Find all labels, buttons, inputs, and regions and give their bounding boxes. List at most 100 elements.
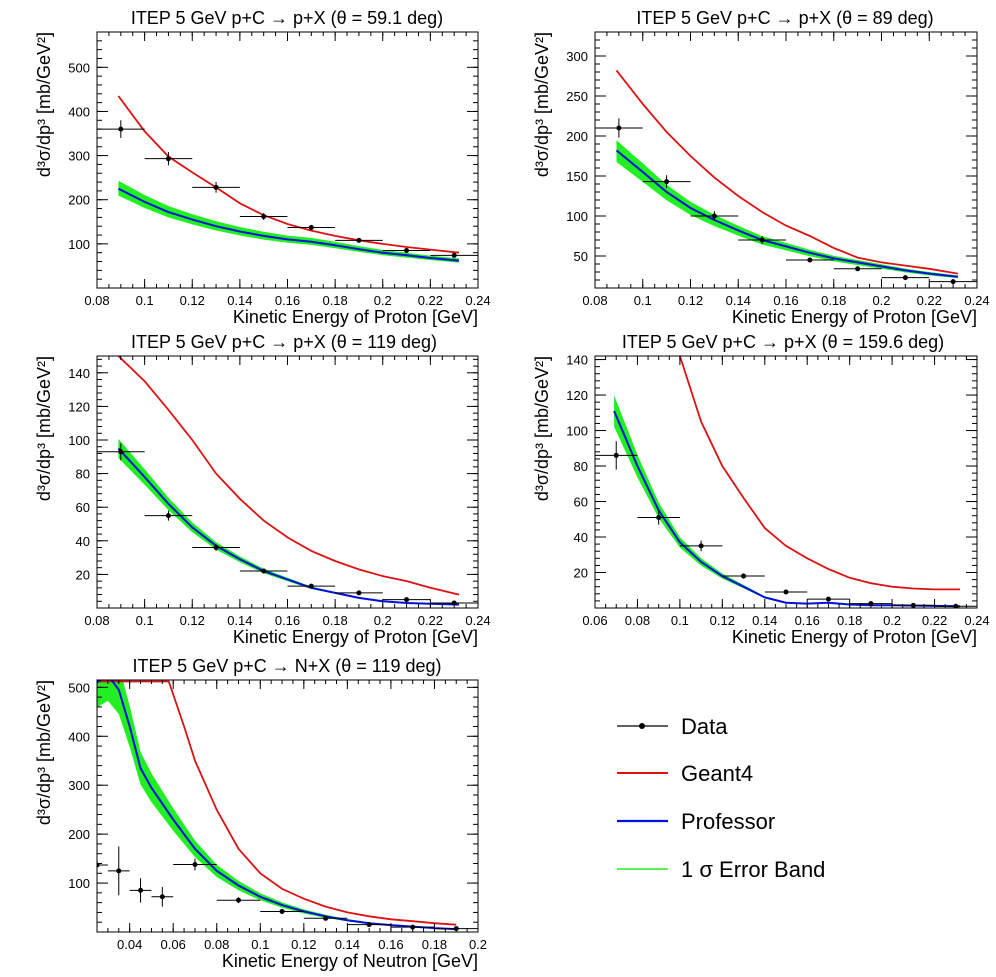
- panel-3: 0.08 0.1 0.12 0.14 0.16 0.18 0.2 0.22 0.24 20 40 60…: [34, 332, 491, 647]
- x-tick-label: 0.16: [275, 613, 300, 628]
- data-point-marker: [356, 590, 362, 596]
- data-point-marker: [950, 279, 956, 285]
- data-point: [807, 596, 850, 602]
- x-tick-label: 0.04: [117, 937, 142, 952]
- x-tick-label: 0.18: [322, 613, 347, 628]
- data-point-marker: [711, 213, 717, 219]
- x-tick-label: 0.08: [625, 613, 650, 628]
- y-tick-label: 400: [68, 104, 90, 119]
- y-tick-label: 60: [574, 495, 588, 510]
- data-point: [347, 922, 391, 928]
- chart-title: ITEP 5 GeV p+C → p+X (θ = 59.1 deg): [131, 8, 443, 28]
- plot-area: [97, 680, 478, 932]
- x-tick-label: 0.2: [374, 613, 392, 628]
- chart-title: ITEP 5 GeV p+C → p+X (θ = 89 deg): [636, 8, 933, 28]
- professor-line: [117, 447, 460, 606]
- data-point-marker: [118, 449, 124, 455]
- data-point: [764, 589, 808, 595]
- data-point: [679, 540, 723, 552]
- y-tick-label: 140: [566, 353, 588, 368]
- legend-data-label: Data: [681, 714, 728, 739]
- data-point: [107, 846, 130, 896]
- x-tick-label: 0.24: [465, 293, 490, 308]
- y-tick-label: 300: [566, 49, 588, 64]
- y-tick-label: 100: [68, 876, 90, 891]
- data-point: [216, 897, 261, 904]
- data-point: [287, 583, 336, 589]
- x-tick-label: 0.16: [275, 293, 300, 308]
- data-point-marker: [783, 589, 789, 595]
- data-point: [881, 275, 930, 281]
- x-tick-label: 0.12: [180, 613, 205, 628]
- x-tick-label: 0.18: [837, 613, 862, 628]
- panel-4: 0.06 0.08 0.1 0.12 0.14 0.16 0.18 0.2 0.22 0.24 20…: [532, 332, 990, 647]
- y-tick-label: 100: [566, 424, 588, 439]
- legend: Data Geant4 Professor 1 σ Error Band: [617, 714, 825, 882]
- data-point: [595, 118, 643, 138]
- data-point-marker: [308, 225, 314, 231]
- data-point: [144, 510, 193, 521]
- data-point-marker: [613, 452, 619, 458]
- x-tick-label: 0.18: [322, 293, 347, 308]
- data-point-marker: [825, 596, 831, 602]
- legend-entry-band: 1 σ Error Band: [617, 857, 825, 882]
- data-point: [97, 443, 145, 461]
- y-tick-label: 500: [68, 680, 90, 695]
- data-point: [303, 915, 348, 921]
- y-axis-label: d³σ/dp³ [mb/GeV²]: [34, 680, 54, 825]
- x-tick-label: 0.24: [465, 613, 490, 628]
- y-axis-label: d³σ/dp³ [mb/GeV²]: [34, 32, 54, 177]
- x-tick-label: 0.16: [773, 293, 798, 308]
- data-point: [929, 279, 977, 285]
- y-tick-label: 40: [76, 534, 90, 549]
- data-point-marker: [759, 237, 765, 243]
- y-axis-label: d³σ/dp³ [mb/GeV²]: [532, 356, 552, 501]
- x-tick-label: 0.1: [136, 293, 154, 308]
- x-tick-label: 0.12: [180, 293, 205, 308]
- x-tick-label: 0.2: [883, 613, 901, 628]
- x-tick-label: 0.14: [752, 613, 777, 628]
- professor-line: [615, 149, 959, 278]
- legend-geant4-label: Geant4: [681, 761, 753, 786]
- plot-frame: [96, 31, 479, 289]
- y-tick-label: 100: [68, 237, 90, 252]
- data-point: [390, 924, 435, 930]
- y-tick-label: 200: [68, 193, 90, 208]
- x-tick-label: 0.1: [634, 293, 652, 308]
- legend-entry-data: Data: [617, 714, 728, 739]
- x-tick-label: 0.1: [251, 937, 269, 952]
- y-tick-label: 250: [566, 89, 588, 104]
- y-tick-label: 40: [574, 530, 588, 545]
- error-band: [614, 395, 960, 607]
- geant4-line: [117, 356, 460, 596]
- y-tick-label: 200: [566, 129, 588, 144]
- data-point: [144, 152, 193, 166]
- data-point: [382, 247, 431, 253]
- data-point-marker: [366, 922, 372, 928]
- x-tick-label: 0.24: [964, 613, 989, 628]
- geant4-line: [615, 69, 959, 275]
- plot-area: [595, 356, 977, 608]
- y-tick-label: 120: [68, 399, 90, 414]
- data-point-marker: [451, 600, 457, 606]
- x-tick-label: 0.1: [136, 613, 154, 628]
- data-point: [239, 212, 288, 221]
- geant4-line: [97, 680, 457, 926]
- data-point-marker: [192, 861, 198, 867]
- y-tick-label: 500: [68, 60, 90, 75]
- data-point: [382, 597, 431, 603]
- y-tick-label: 20: [76, 567, 90, 582]
- x-axis-label: Kinetic Energy of Proton [GeV]: [233, 627, 478, 647]
- data-point: [637, 510, 680, 525]
- data-point: [151, 886, 174, 907]
- data-point-marker: [902, 275, 908, 281]
- data-point-marker: [451, 252, 457, 258]
- chart-title: ITEP 5 GeV p+C → p+X (θ = 119 deg): [131, 332, 437, 352]
- y-tick-label: 80: [76, 467, 90, 482]
- x-tick-label: 0.2: [469, 937, 487, 952]
- data-point-marker: [118, 126, 124, 132]
- y-tick-label: 100: [566, 209, 588, 224]
- x-tick-label: 0.22: [418, 293, 443, 308]
- data-point: [287, 224, 336, 231]
